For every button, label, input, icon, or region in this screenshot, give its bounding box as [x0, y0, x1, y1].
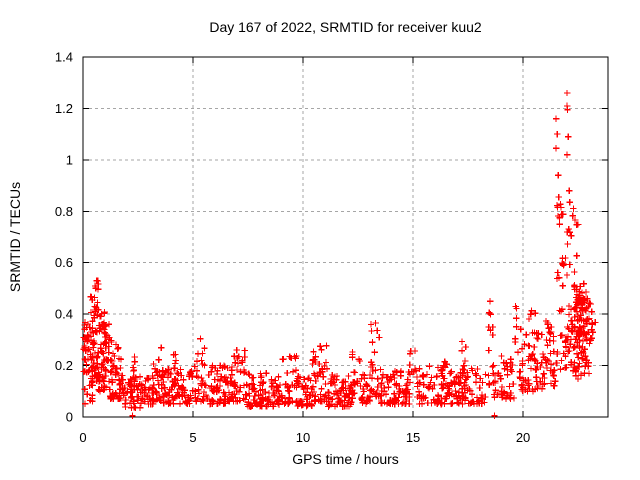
x-axis-title: GPS time / hours [292, 451, 399, 467]
y-tick-label: 0.6 [55, 255, 73, 270]
y-tick-label: 1.4 [55, 50, 73, 65]
y-tick-label: 0.4 [55, 307, 73, 322]
plot-border [82, 56, 609, 418]
x-tick-label: 20 [516, 430, 530, 445]
axis-ticks [82, 56, 608, 418]
grid-lines [83, 57, 608, 417]
y-tick-label: 1.2 [55, 101, 73, 116]
y-tick-label: 0 [66, 410, 73, 425]
y-tick-label: 0.2 [55, 358, 73, 373]
x-tick-label: 5 [189, 430, 196, 445]
x-tick-label: 10 [296, 430, 310, 445]
x-tick-label: 15 [406, 430, 420, 445]
data-points-srmtid [80, 89, 599, 419]
y-tick-label: 1 [66, 152, 73, 167]
chart-title: Day 167 of 2022, SRMTID for receiver kuu… [209, 19, 482, 35]
x-tick-label: 0 [79, 430, 86, 445]
y-tick-label: 0.8 [55, 204, 73, 219]
